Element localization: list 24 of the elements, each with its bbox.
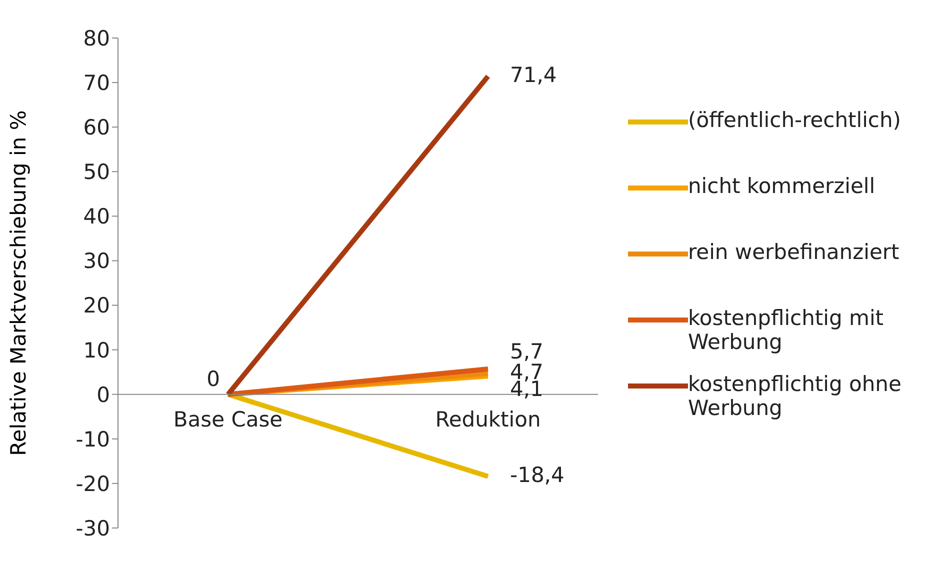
y-tick-label: 40	[83, 204, 110, 229]
data-label: 71,4	[510, 63, 557, 88]
y-tick-label: -20	[76, 472, 110, 496]
y-tick-label: 30	[83, 249, 110, 274]
y-tick-label: 10	[83, 338, 110, 362]
data-label: 5,7	[510, 340, 544, 364]
legend-label: kostenpflichtig mit Werbung	[688, 306, 885, 354]
x-tick-label: Base Case	[173, 407, 283, 432]
y-tick-label: -10	[76, 427, 110, 452]
y-tick-label: 80	[83, 26, 110, 50]
y-tick-label: 0	[96, 382, 110, 407]
legend-label: nicht kommerziell	[688, 174, 876, 198]
legend-label: rein werbefinanziert	[688, 240, 900, 264]
y-tick-label: 20	[83, 294, 110, 318]
y-tick-label: -30	[76, 516, 110, 540]
y-axis-title: Relative Marktverschiebung in %	[6, 110, 30, 456]
y-tick-label: 50	[83, 160, 110, 184]
data-label: -18,4	[510, 463, 564, 488]
legend-label: (öffentlich-rechtlich)	[688, 108, 901, 132]
y-tick-label: 60	[83, 116, 110, 140]
y-tick-label: 70	[83, 71, 110, 95]
data-label: 0	[206, 367, 220, 392]
x-tick-label: Reduktion	[435, 407, 541, 432]
legend-label: kostenpflichtig ohne Werbung	[688, 372, 902, 420]
